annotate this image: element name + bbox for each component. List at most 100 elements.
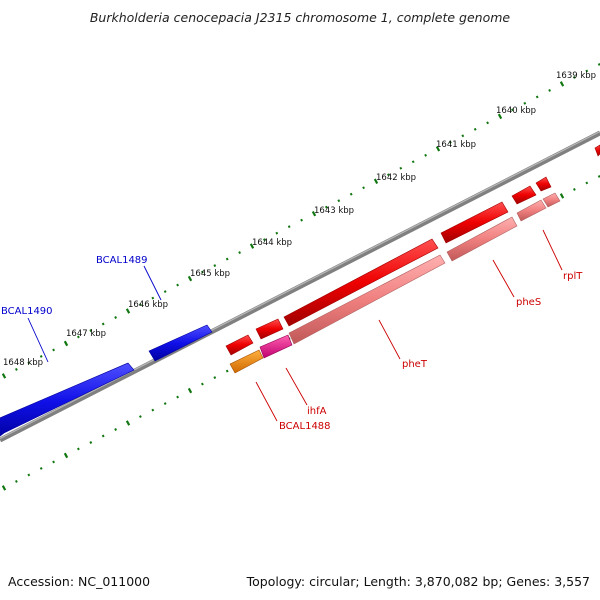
gene-label-phes: pheS <box>516 297 541 308</box>
outer-ring-minor-tick <box>27 361 31 365</box>
outer-ring-major-tick <box>435 146 441 152</box>
gene-label-bcal1489: BCAL1489 <box>96 255 148 266</box>
gene-rplt-cds[interactable] <box>511 185 537 205</box>
outer-ring-minor-tick <box>163 290 167 293</box>
leader-phet <box>378 319 401 360</box>
outer-ring-minor-tick <box>15 367 18 371</box>
inner-ring-minor-tick <box>139 415 142 418</box>
feature-small-pink[interactable] <box>542 192 561 208</box>
leader-phes <box>492 259 515 298</box>
leader-bcal1488 <box>255 381 278 422</box>
accession-label: Accession: NC_011000 <box>8 574 151 589</box>
inner-ring-minor-tick <box>573 187 576 191</box>
outer-ring-minor-tick <box>114 316 117 319</box>
scale-label-1646: 1646 kbp <box>128 300 168 310</box>
outer-ring-major-tick <box>63 340 69 347</box>
genome-backbone <box>0 130 600 443</box>
outer-ring-major-tick <box>187 275 193 282</box>
scale-label-1640: 1640 kbp <box>496 106 536 116</box>
inner-ring-minor-tick <box>163 402 167 405</box>
inner-ring-minor-tick <box>225 369 229 373</box>
outer-ring-minor-tick <box>300 218 303 222</box>
genome-summary: Topology: circular; Length: 3,870,082 bp… <box>246 574 590 589</box>
inner-ring-minor-tick <box>39 467 43 470</box>
outer-ring-minor-tick <box>176 283 179 287</box>
gene-ihfa-cds[interactable] <box>255 318 284 340</box>
feature-rplt-pink[interactable] <box>516 199 547 222</box>
gene-bcal1489-arrow[interactable] <box>148 324 213 362</box>
leader-rplt <box>542 229 563 271</box>
inner-ring-minor-tick <box>52 460 55 464</box>
inner-ring-minor-tick <box>27 473 31 477</box>
leader-bcal1490 <box>27 317 49 363</box>
inner-ring-minor-tick <box>114 428 117 431</box>
gene-bcal1488-cds[interactable] <box>225 334 254 356</box>
inner-ring-minor-tick <box>89 441 93 444</box>
outer-ring-minor-tick <box>325 205 328 209</box>
outer-ring-minor-tick <box>585 69 589 73</box>
outer-ring-minor-tick <box>362 186 365 190</box>
map-title: Burkholderia cenocepacia J2315 chromosom… <box>89 10 511 25</box>
outer-ring-minor-tick <box>77 335 80 339</box>
inner-ring-minor-tick <box>101 434 105 438</box>
inner-ring-minor-tick <box>77 447 80 451</box>
outer-ring-minor-tick <box>535 95 539 99</box>
gene-label-bcal1490: BCAL1490 <box>1 306 53 317</box>
scale-label-1641: 1641 kbp <box>436 140 476 150</box>
inner-ring-minor-tick <box>585 181 589 185</box>
scale-label-1639: 1639 kbp <box>556 71 596 81</box>
inner-ring-major-tick <box>1 485 7 491</box>
outer-ring-minor-tick <box>263 238 266 242</box>
gene-label-bcal1488: BCAL1488 <box>279 421 331 432</box>
feature-bcal1488-orange[interactable] <box>229 349 264 374</box>
outer-ring-major-tick <box>125 308 131 314</box>
gene-bcal1490-arrow[interactable] <box>0 362 135 440</box>
leader-bcal1489 <box>143 265 162 301</box>
outer-tick-ring <box>1 63 600 379</box>
inner-ring-major-tick <box>63 452 69 459</box>
feature-phes-pink[interactable] <box>446 216 518 262</box>
scale-label-1644: 1644 kbp <box>252 238 292 248</box>
gene-small-cds[interactable] <box>535 176 552 192</box>
gene-phes-cds[interactable] <box>440 201 509 244</box>
outer-ring-major-tick <box>373 178 379 185</box>
gene-label-phet: pheT <box>402 359 428 370</box>
inner-ring-major-tick <box>559 193 565 199</box>
outer-ring-minor-tick <box>424 153 427 157</box>
outer-ring-minor-tick <box>201 270 204 274</box>
inner-ring-minor-tick <box>15 479 18 483</box>
gene-label-ihfa: ihfA <box>307 406 327 417</box>
outer-ring-minor-tick <box>387 173 390 177</box>
outer-ring-minor-tick <box>89 329 93 332</box>
inner-ring-minor-tick <box>151 408 155 412</box>
outer-ring-minor-tick <box>473 127 477 131</box>
leader-ihfa <box>285 367 308 406</box>
outer-ring-minor-tick <box>225 257 229 261</box>
outer-ring-minor-tick <box>101 322 105 326</box>
feature-ihfa-magenta[interactable] <box>259 334 293 359</box>
scale-labels: 1639 kbp 1640 kbp 1641 kbp 1642 kbp 1643 kbp… <box>3 71 596 368</box>
outer-ring-major-tick <box>249 243 255 249</box>
outer-ring-major-tick <box>1 373 7 379</box>
scale-label-1645: 1645 kbp <box>190 269 230 279</box>
scale-label-1643: 1643 kbp <box>314 206 354 216</box>
inner-ring-major-tick <box>187 387 193 394</box>
outer-ring-major-tick <box>559 81 565 87</box>
outer-ring-minor-tick <box>411 160 415 164</box>
genome-backbone-highlight <box>0 130 600 440</box>
outer-ring-minor-tick <box>511 108 514 112</box>
outer-ring-major-tick <box>497 113 503 120</box>
outer-ring-minor-tick <box>337 199 341 203</box>
feature-phet-pink[interactable] <box>288 254 446 345</box>
outer-ring-minor-tick <box>399 166 403 170</box>
outer-ring-minor-tick <box>39 355 43 358</box>
outer-ring-major-tick <box>311 210 317 217</box>
outer-ring-minor-tick <box>486 121 489 125</box>
gene-phet-cds[interactable] <box>283 238 439 327</box>
inner-ring-minor-tick <box>213 376 217 380</box>
outer-ring-minor-tick <box>52 348 55 352</box>
gene-offscreen-cds[interactable] <box>594 144 600 157</box>
inner-ring-minor-tick <box>201 382 204 386</box>
outer-ring-minor-tick <box>238 251 241 255</box>
outer-ring-minor-tick <box>461 134 465 138</box>
